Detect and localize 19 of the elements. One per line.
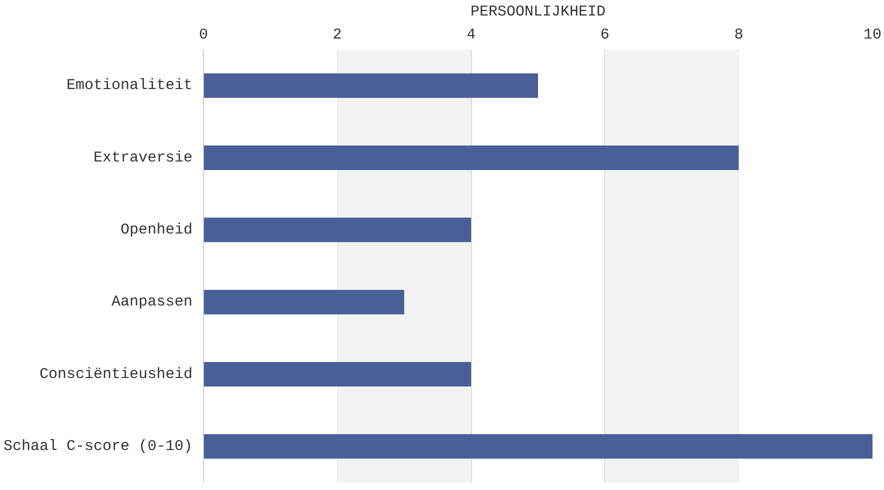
y-tick-label: Aanpassen — [111, 294, 192, 311]
x-tick-label: 2 — [332, 26, 342, 44]
bar — [204, 362, 472, 387]
x-tick-label: 8 — [734, 26, 744, 44]
y-tick-label: Openheid — [120, 221, 193, 238]
bar — [204, 145, 739, 170]
bar — [204, 290, 404, 314]
bar — [204, 73, 538, 98]
x-tick-label: 4 — [466, 26, 476, 44]
y-tick-label: Schaal C-score (0-10) — [3, 438, 192, 455]
y-tick-label: Extraversie — [93, 149, 193, 166]
x-tick-label: 10 — [864, 26, 882, 44]
x-axis-title: PERSOONLIJKHEID — [470, 4, 606, 20]
bar — [204, 218, 472, 242]
y-tick-label: Emotionaliteit — [66, 77, 193, 94]
bar — [204, 434, 872, 459]
y-tick-label: Consciëntieusheid — [39, 366, 193, 383]
x-tick-label: 0 — [199, 26, 208, 44]
x-tick-label: 6 — [600, 26, 610, 44]
